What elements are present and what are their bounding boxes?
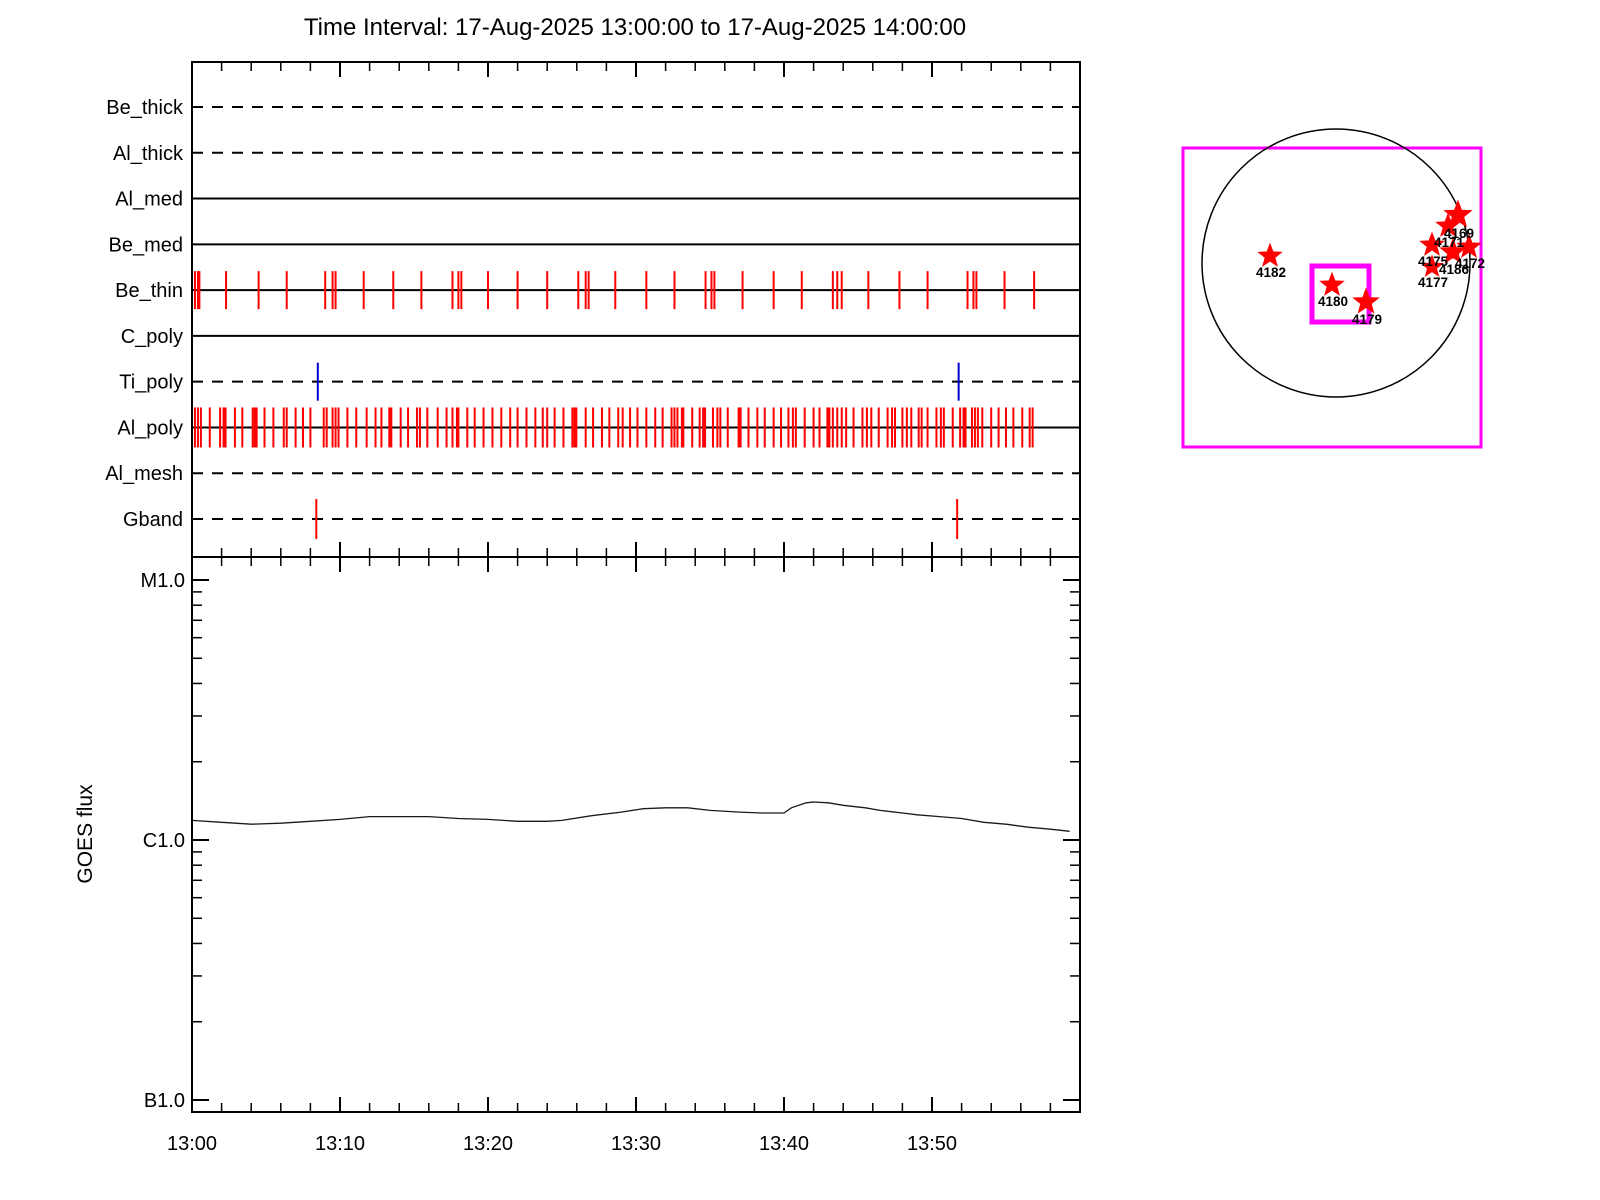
star-label-4177: 4177 [1418,275,1448,290]
star-marker-4180 [1319,271,1345,296]
goes-x-tick-label: 13:40 [759,1133,809,1155]
goes-x-tick-label: 13:20 [463,1133,513,1155]
filter-label-Be_med: Be_med [109,234,184,256]
timeline-frame [191,61,1081,558]
star-label-4186: 4186 [1439,262,1470,277]
star-label-4175: 4175 [1418,254,1449,269]
goes-x-tick-label: 13:00 [167,1133,217,1155]
star-marker-4186 [1439,237,1467,264]
star-marker-4169 [1443,199,1473,228]
star-label-4179: 4179 [1352,312,1382,327]
goes-y-tick-label: M1.0 [141,570,185,592]
star-marker-4177 [1420,254,1444,278]
goes-ylabel: GOES flux [74,784,97,884]
solar-limb-circle [1201,128,1471,398]
goes-x-tick-label: 13:10 [315,1133,365,1155]
goes-y-tick-label: C1.0 [143,830,185,852]
star-marker-4172 [1456,233,1482,258]
star-marker-4175 [1419,231,1445,256]
star-label-4172: 4172 [1455,256,1485,271]
star-marker-4182 [1257,242,1283,267]
goes-x-tick-label: 13:30 [611,1133,661,1155]
star-marker-4171 [1435,212,1461,237]
filter-label-Be_thin: Be_thin [115,280,183,302]
goes-frame [191,556,1081,1113]
fov-target-box [1309,263,1372,325]
filter-label-Al_mesh: Al_mesh [105,463,183,485]
filter-label-Al_thick: Al_thick [113,143,184,165]
filter-label-Gband: Gband [123,509,183,531]
fov-outer-box [1181,146,1483,449]
plot-title: Time Interval: 17-Aug-2025 13:00:00 to 1… [303,14,967,41]
goes-y-tick-label: B1.0 [144,1090,185,1112]
star-label-4180: 4180 [1318,294,1348,309]
star-label-4182: 4182 [1256,265,1286,280]
filter-label-C_poly: C_poly [121,326,183,348]
goes-x-tick-label: 13:50 [907,1133,957,1155]
goes-flux-curve [191,801,1070,832]
filter-label-Al_med: Al_med [115,189,183,211]
filter-label-Ti_poly: Ti_poly [119,372,183,394]
star-label-4169: 4169 [1444,226,1474,241]
star-marker-4179 [1352,287,1380,314]
filter-label-Be_thick: Be_thick [106,97,184,119]
filter-label-Al_poly: Al_poly [117,417,183,439]
star-label-4171: 4171 [1434,235,1465,250]
